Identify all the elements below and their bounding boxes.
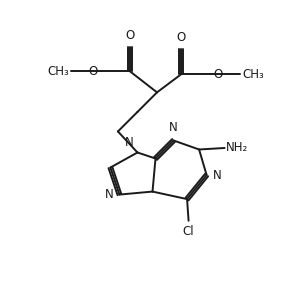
Text: N: N xyxy=(125,136,133,149)
Text: O: O xyxy=(88,65,98,78)
Text: O: O xyxy=(213,68,223,81)
Text: Cl: Cl xyxy=(183,225,194,238)
Text: NH₂: NH₂ xyxy=(226,141,249,155)
Text: CH₃: CH₃ xyxy=(242,68,264,81)
Text: O: O xyxy=(125,29,135,42)
Text: O: O xyxy=(176,31,186,44)
Text: CH₃: CH₃ xyxy=(47,65,69,78)
Text: N: N xyxy=(105,188,114,201)
Text: N: N xyxy=(169,121,178,135)
Text: N: N xyxy=(213,168,221,181)
